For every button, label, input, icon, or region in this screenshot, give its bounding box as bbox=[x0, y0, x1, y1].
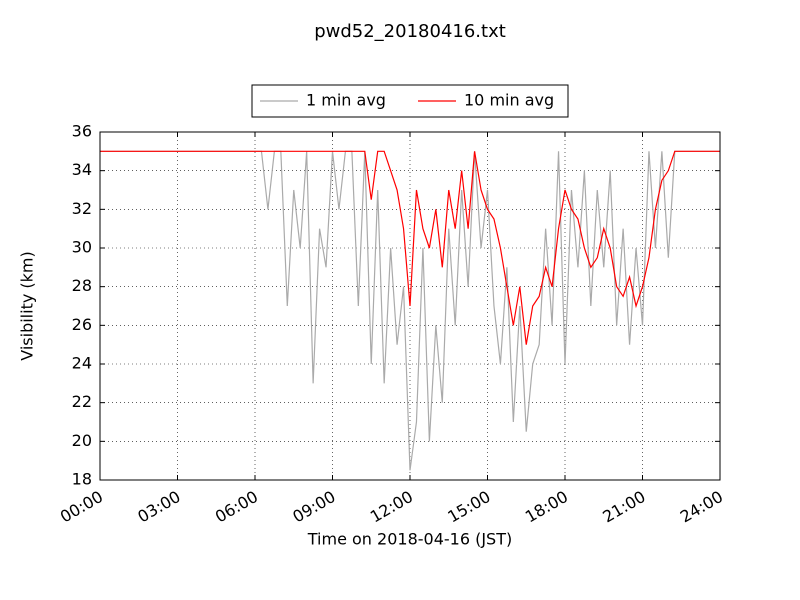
plot-frame bbox=[99, 131, 721, 481]
y-tick-label: 32 bbox=[72, 199, 92, 218]
x-tick-label: 18:00 bbox=[522, 487, 571, 527]
x-tick-label: 21:00 bbox=[599, 487, 648, 527]
legend-box bbox=[251, 84, 569, 118]
chart-title: pwd52_20180416.txt bbox=[314, 21, 506, 42]
y-tick-label: 20 bbox=[72, 431, 92, 450]
y-tick-label: 26 bbox=[72, 315, 92, 334]
legend-label: 10 min avg bbox=[464, 91, 554, 110]
data-line bbox=[100, 150, 720, 471]
x-tick-label: 12:00 bbox=[367, 487, 416, 527]
x-tick-label: 03:00 bbox=[134, 487, 183, 527]
data-line bbox=[100, 150, 720, 345]
y-tick-label: 36 bbox=[72, 122, 92, 141]
y-tick-label: 28 bbox=[72, 276, 92, 295]
y-tick-label: 18 bbox=[72, 470, 92, 489]
x-tick-label: 15:00 bbox=[444, 487, 493, 527]
y-axis-label: Visibility (km) bbox=[18, 251, 37, 360]
y-tick-label: 30 bbox=[72, 238, 92, 257]
x-tick-label: 24:00 bbox=[677, 487, 726, 527]
x-axis-label: Time on 2018-04-16 (JST) bbox=[307, 530, 512, 549]
y-tick-label: 34 bbox=[72, 160, 92, 179]
x-tick-label: 00:00 bbox=[57, 487, 106, 527]
x-tick-label: 06:00 bbox=[212, 487, 261, 527]
legend-label: 1 min avg bbox=[306, 91, 386, 110]
x-tick-label: 09:00 bbox=[289, 487, 338, 527]
y-tick-label: 24 bbox=[72, 354, 92, 373]
y-tick-label: 22 bbox=[72, 392, 92, 411]
